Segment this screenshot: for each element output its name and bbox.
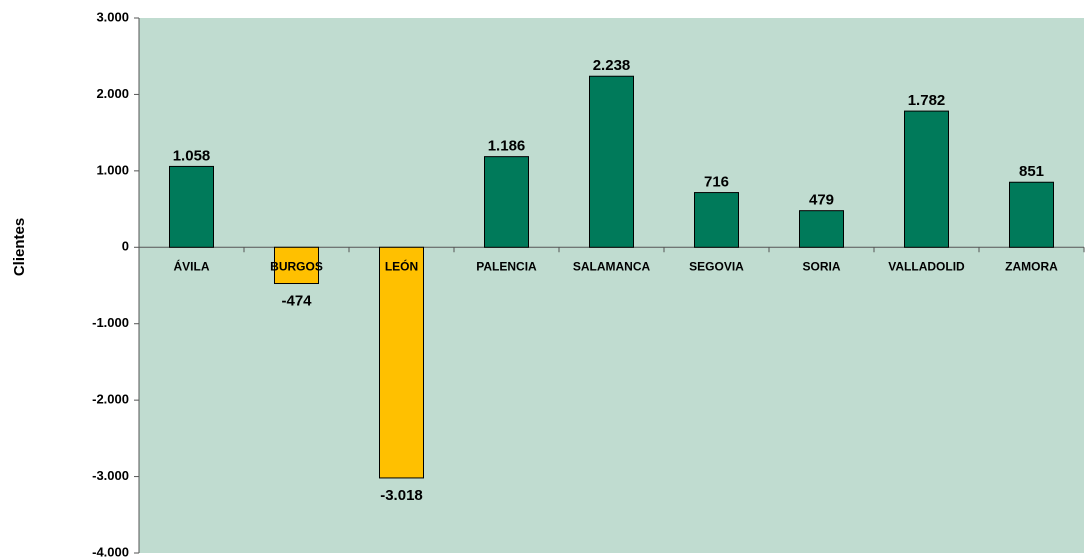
bar [484,156,529,248]
x-tick-label: SEGOVIA [689,259,744,273]
x-tick-label: SORIA [802,259,840,273]
x-tick-label: VALLADOLID [888,259,965,273]
bar [169,165,214,248]
value-label: -474 [281,292,312,309]
bar [904,110,949,248]
x-tick-label: ZAMORA [1005,259,1058,273]
bar [379,246,424,479]
value-label: -3.018 [380,487,423,504]
bar [799,210,844,248]
y-tick-label: -3.000 [92,468,129,483]
y-tick-label: -4.000 [92,544,129,559]
bar [589,75,634,248]
y-axis-label: Clientes [11,218,28,276]
x-tick-label: PALENCIA [476,259,537,273]
y-tick-label: 0 [122,239,129,254]
bar [274,246,319,285]
value-label: 851 [1019,163,1044,180]
x-tick-label: SALAMANCA [573,259,651,273]
y-tick-label: 1.000 [96,162,129,177]
y-tick-label: 2.000 [96,86,129,101]
x-tick-label: LEÓN [385,258,418,273]
y-tick-label: -1.000 [92,315,129,330]
bar [1009,181,1054,248]
value-label: 1.058 [173,147,211,164]
value-label: 2.238 [593,57,631,74]
x-tick-label: ÁVILA [174,258,210,273]
value-label: 1.782 [908,92,946,109]
value-label: 1.186 [488,138,526,155]
value-label: 479 [809,192,834,209]
value-label: 716 [704,174,729,191]
y-tick-label: -2.000 [92,392,129,407]
x-tick-label: BURGOS [270,259,323,273]
bar [694,192,739,248]
y-tick-label: 3.000 [96,9,129,24]
